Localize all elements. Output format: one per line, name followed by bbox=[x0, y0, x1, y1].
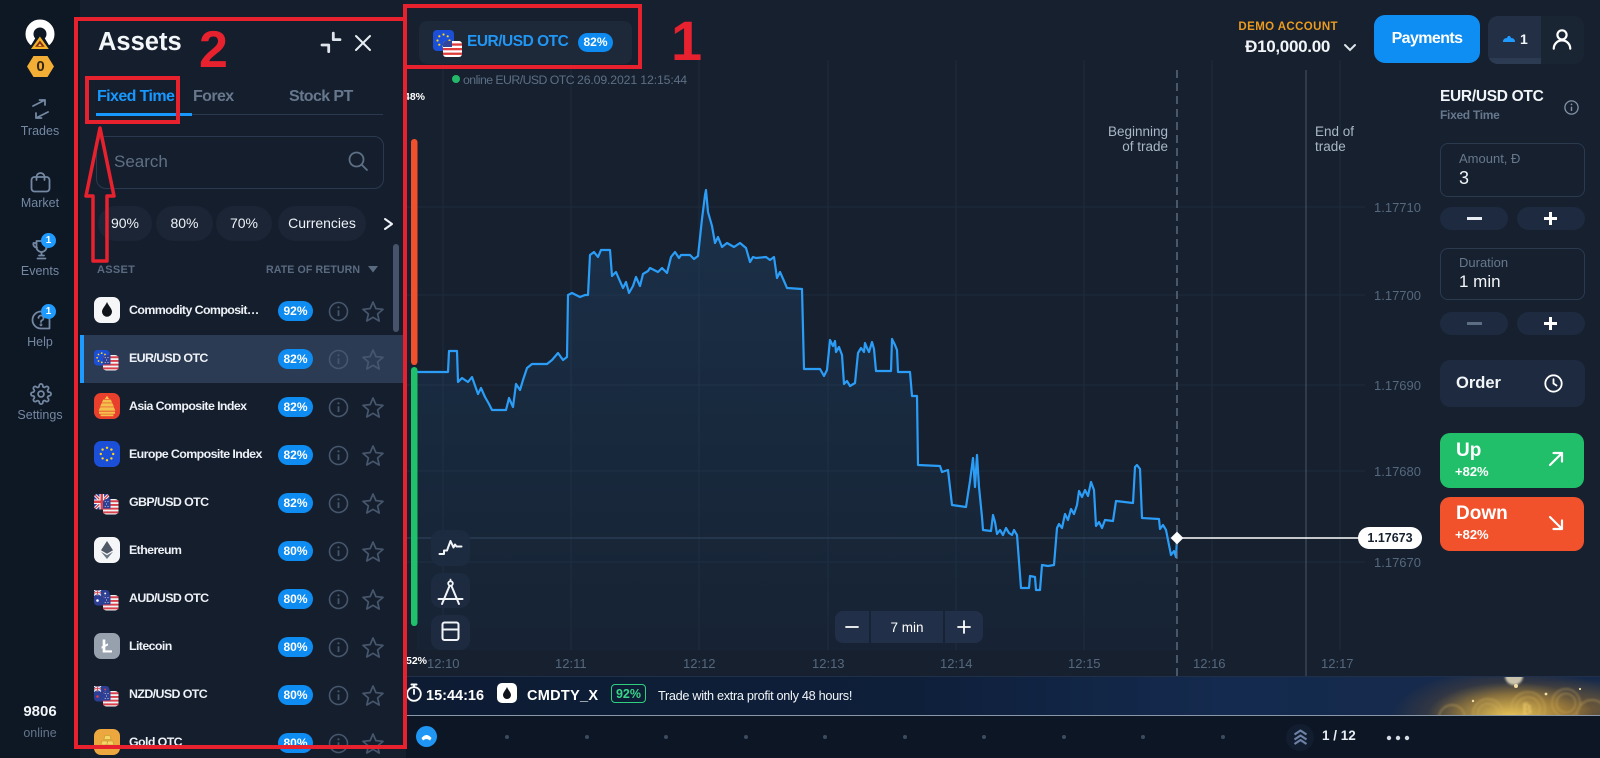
svg-text:48%: 48% bbox=[404, 91, 426, 103]
svg-text:1.17700: 1.17700 bbox=[1374, 288, 1421, 303]
svg-text:26.09.2021 12:15:44: 26.09.2021 12:15:44 bbox=[577, 73, 687, 87]
svg-text:of trade: of trade bbox=[1122, 139, 1168, 154]
svg-text:12:15: 12:15 bbox=[1068, 656, 1101, 671]
svg-text:12:16: 12:16 bbox=[1193, 656, 1226, 671]
svg-text:12:13: 12:13 bbox=[812, 656, 845, 671]
svg-text:12:11: 12:11 bbox=[555, 656, 587, 671]
svg-text:1.17710: 1.17710 bbox=[1374, 200, 1421, 215]
svg-text:trade: trade bbox=[1315, 139, 1346, 154]
svg-text:7 min: 7 min bbox=[890, 620, 923, 635]
svg-text:₿: ₿ bbox=[1522, 702, 1532, 716]
svg-text:Ł: Ł bbox=[102, 637, 113, 657]
svg-text:52%: 52% bbox=[406, 655, 428, 667]
svg-text:12:10: 12:10 bbox=[427, 656, 460, 671]
svg-text:1.17680: 1.17680 bbox=[1374, 464, 1421, 479]
svg-text:1.17690: 1.17690 bbox=[1374, 378, 1421, 393]
svg-text:Beginning: Beginning bbox=[1108, 124, 1168, 139]
svg-text:12:12: 12:12 bbox=[683, 656, 716, 671]
svg-text:12:14: 12:14 bbox=[940, 656, 973, 671]
svg-text:online EUR/USD OTC: online EUR/USD OTC bbox=[463, 73, 575, 87]
svg-text:End of: End of bbox=[1315, 124, 1354, 139]
svg-text:12:17: 12:17 bbox=[1321, 656, 1354, 671]
svg-text:1.17670: 1.17670 bbox=[1374, 555, 1421, 570]
